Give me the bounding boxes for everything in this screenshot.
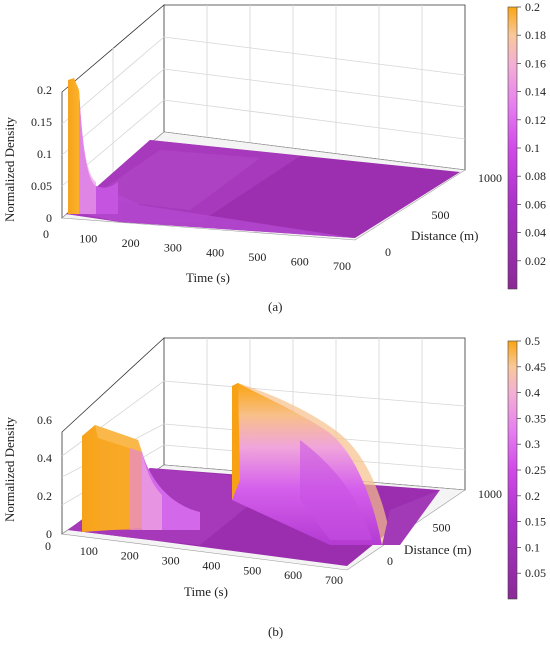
y-ticks-a: 0 500 1000: [385, 171, 502, 259]
x-tick-label: 0: [45, 539, 51, 553]
z-axis-label-b: Normalized Density: [2, 416, 17, 522]
z-ticks-a: 0 0.05 0.1 0.15 0.2: [31, 83, 52, 225]
x-tick-label: 400: [202, 558, 220, 572]
x-tick-label: 700: [325, 573, 343, 587]
y-tick-label: 1000: [478, 171, 502, 185]
colorbar-tick-label: 0.06: [525, 197, 546, 211]
panel-a: 0.02 0.04 0.06 0.08 0.1 0.12 0.14 0.16 0.18 0.2 0…: [2, 0, 546, 314]
x-tick-label: 600: [284, 568, 302, 582]
colorbar-tick-label: 0.16: [525, 56, 546, 70]
colorbar-b-ticks: 0.05 0.1 0.15 0.2 0.25 0.3 0.35 0.4 0.45 0.5: [517, 334, 546, 580]
x-axis-label-b: Time (s): [184, 584, 228, 599]
x-tick-label: 600: [291, 254, 309, 268]
z-tick-label: 0.15: [31, 115, 52, 129]
z-axis-label-a: Normalized Density: [2, 116, 17, 222]
caption-b: (b): [268, 624, 283, 639]
z-tick-label: 0.1: [37, 147, 52, 161]
caption-a: (a): [268, 299, 282, 314]
x-tick-label: 500: [243, 563, 261, 577]
colorbar-tick-label: 0.05: [525, 566, 546, 580]
y-tick-label: 500: [433, 521, 451, 535]
y-tick-label: 1000: [478, 487, 502, 501]
y-tick-label: 0: [387, 554, 393, 568]
grid-a: [61, 5, 466, 187]
x-tick-label: 500: [248, 250, 266, 264]
colorbar-tick-label: 0.35: [525, 411, 546, 425]
z-tick-label: 0.6: [37, 413, 52, 427]
colorbar-tick-label: 0.4: [525, 386, 540, 400]
colorbar-tick-label: 0.04: [525, 226, 546, 240]
colorbar-tick-label: 0.08: [525, 169, 546, 183]
x-tick-label: 200: [122, 236, 140, 250]
colorbar-b: [507, 340, 518, 600]
colorbar-tick-label: 0.1: [525, 540, 540, 554]
z-tick-label: 0: [46, 211, 52, 225]
colorbar-tick-label: 0.1: [525, 141, 540, 155]
colorbar-tick-label: 0.14: [525, 85, 546, 99]
z-tick-label: 0.2: [37, 489, 52, 503]
y-axis-label-a: Distance (m): [411, 228, 479, 243]
y-axis-label-b: Distance (m): [404, 542, 472, 557]
x-tick-label: 300: [162, 554, 180, 568]
colorbar-tick-label: 0.25: [525, 463, 546, 477]
x-tick-label: 100: [80, 544, 98, 558]
x-ticks-b: 0 100 200 300 400 500 600 700: [45, 539, 343, 587]
y-tick-label: 0: [385, 245, 391, 259]
x-tick-label: 400: [206, 245, 224, 259]
z-tick-label: 0.05: [31, 179, 52, 193]
colorbar-tick-label: 0.2: [525, 489, 540, 503]
z-tick-label: 0.4: [37, 451, 52, 465]
colorbar-a-ticks: 0.02 0.04 0.06 0.08 0.1 0.12 0.14 0.16 0.18 0.2: [517, 0, 546, 268]
x-tick-label: 100: [79, 232, 97, 246]
colorbar-tick-label: 0.5: [525, 334, 540, 348]
z-tick-label: 0.2: [37, 83, 52, 97]
colorbar-tick-label: 0.18: [525, 28, 546, 42]
x-tick-label: 700: [333, 259, 351, 273]
x-tick-label: 0: [43, 227, 49, 241]
colorbar-tick-label: 0.2: [525, 0, 540, 14]
z-tick-label: 0: [46, 527, 52, 541]
y-tick-label: 500: [432, 208, 450, 222]
colorbar-tick-label: 0.45: [525, 360, 546, 374]
x-tick-label: 200: [121, 549, 139, 563]
colorbar-a: [507, 6, 518, 290]
x-tick-label: 300: [164, 241, 182, 255]
panel-b: 0.05 0.1 0.15 0.2 0.25 0.3 0.35 0.4 0.45 0.5 0 0.2…: [2, 334, 546, 639]
colorbar-tick-label: 0.12: [525, 113, 546, 127]
z-ticks-b: 0 0.2 0.4 0.6: [37, 413, 52, 541]
colorbar-tick-label: 0.3: [525, 437, 540, 451]
peak-spike-a: [68, 78, 79, 214]
y-ticks-b: 0 500 1000: [387, 487, 502, 568]
colorbar-tick-label: 0.02: [525, 254, 546, 268]
x-axis-label-a: Time (s): [186, 270, 230, 285]
x-ticks-a: 0 100 200 300 400 500 600 700: [43, 227, 351, 273]
colorbar-tick-label: 0.15: [525, 515, 546, 529]
